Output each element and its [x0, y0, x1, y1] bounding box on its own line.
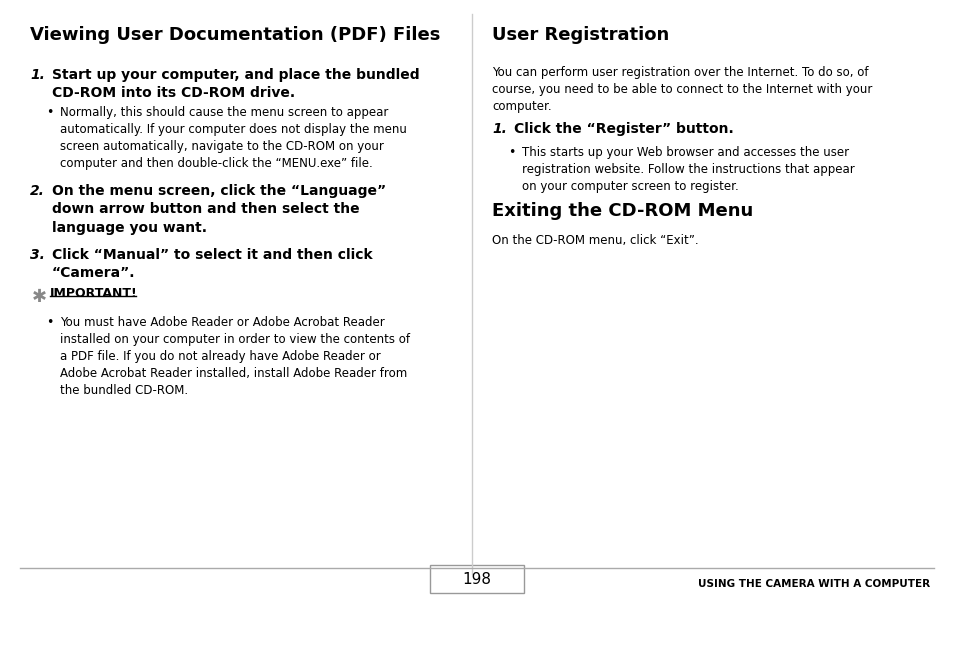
Text: Normally, this should cause the menu screen to appear
automatically. If your com: Normally, this should cause the menu scr…	[60, 106, 406, 170]
Text: Start up your computer, and place the bundled
CD-ROM into its CD-ROM drive.: Start up your computer, and place the bu…	[52, 68, 419, 100]
Text: Click “Manual” to select it and then click
“Camera”.: Click “Manual” to select it and then cli…	[52, 248, 373, 280]
Text: 1.: 1.	[492, 122, 506, 136]
Text: You can perform user registration over the Internet. To do so, of
course, you ne: You can perform user registration over t…	[492, 66, 871, 113]
FancyBboxPatch shape	[430, 565, 523, 593]
Text: •: •	[507, 146, 515, 159]
Text: 2.: 2.	[30, 184, 45, 198]
Text: 1.: 1.	[30, 68, 45, 82]
Text: USING THE CAMERA WITH A COMPUTER: USING THE CAMERA WITH A COMPUTER	[698, 579, 929, 589]
Text: IMPORTANT!: IMPORTANT!	[50, 287, 137, 300]
Text: You must have Adobe Reader or Adobe Acrobat Reader
installed on your computer in: You must have Adobe Reader or Adobe Acro…	[60, 316, 410, 397]
Text: Viewing User Documentation (PDF) Files: Viewing User Documentation (PDF) Files	[30, 26, 440, 44]
Text: 198: 198	[462, 572, 491, 587]
Text: •: •	[46, 316, 53, 329]
Text: 3.: 3.	[30, 248, 45, 262]
Text: On the menu screen, click the “Language”
down arrow button and then select the
l: On the menu screen, click the “Language”…	[52, 184, 386, 234]
Text: User Registration: User Registration	[492, 26, 669, 44]
Text: This starts up your Web browser and accesses the user
registration website. Foll: This starts up your Web browser and acce…	[521, 146, 854, 193]
Text: ✱: ✱	[32, 288, 47, 306]
Text: •: •	[46, 106, 53, 119]
Text: Exiting the CD-ROM Menu: Exiting the CD-ROM Menu	[492, 202, 753, 220]
Text: Click the “Register” button.: Click the “Register” button.	[514, 122, 733, 136]
Text: On the CD-ROM menu, click “Exit”.: On the CD-ROM menu, click “Exit”.	[492, 234, 698, 247]
